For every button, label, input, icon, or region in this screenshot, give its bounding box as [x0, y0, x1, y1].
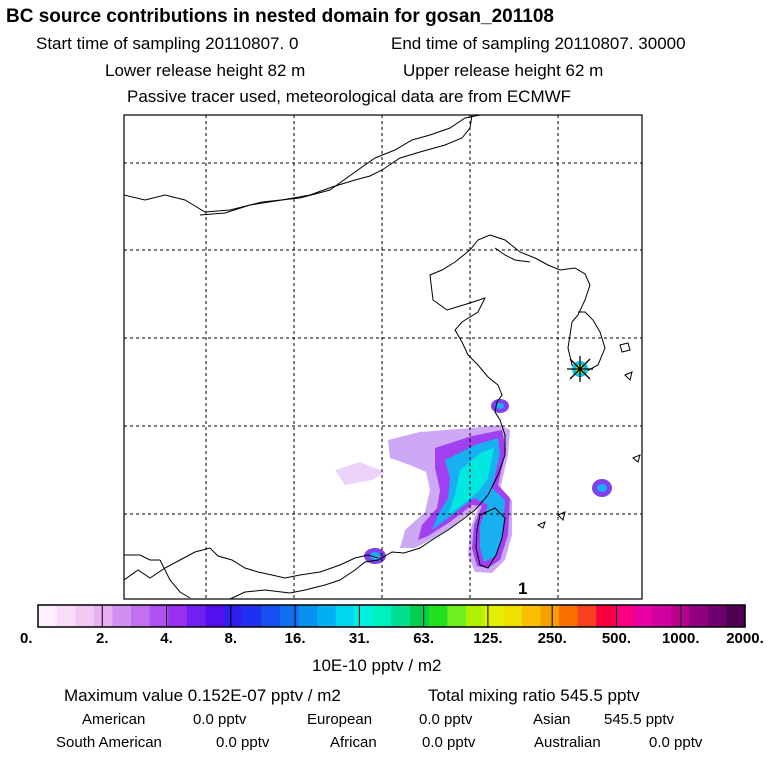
european-label: European [307, 711, 373, 728]
maximum-value-label: Maximum value 0.152E-07 pptv / m2 [64, 686, 341, 705]
colorbar-swatch [335, 605, 355, 627]
colorbar-unit-label: 10E-10 pptv / m2 [312, 656, 442, 675]
plume-spot-east-core [597, 484, 607, 492]
asian-label: Asian [533, 711, 571, 728]
colorbar-tick-label: 63. [413, 630, 435, 647]
american-value: 0.0 pptv [193, 711, 247, 728]
colorbar-swatch [205, 605, 225, 627]
colorbar-tick-label: 4. [160, 630, 173, 647]
south-american-value: 0.0 pptv [216, 734, 270, 751]
colorbar-swatch [428, 605, 448, 627]
colorbar-swatch [56, 605, 76, 627]
colorbar-swatch [372, 605, 393, 627]
colorbar-swatch [633, 605, 653, 627]
colorbar-tick-label: 2000. [726, 630, 764, 647]
colorbar-swatch [186, 605, 207, 627]
colorbar-swatch [149, 605, 169, 627]
colorbar-tick-label: 16. [284, 630, 306, 647]
map-panel [124, 115, 642, 599]
colorbar-frame [37, 604, 746, 628]
upper-release-label: Upper release height 62 m [403, 61, 604, 80]
colorbar-tick-label: 250. [537, 630, 567, 647]
colorbar-swatch [521, 605, 541, 627]
colorbar-tick-label: 0. [20, 630, 33, 647]
colorbar-swatch [168, 605, 188, 627]
start-time-label: Start time of sampling 20110807. 0 [36, 34, 299, 53]
australian-label: Australian [534, 734, 601, 751]
tracer-note: Passive tracer used, meteorological data… [127, 87, 572, 106]
plume-wisp [335, 462, 385, 485]
colorbar-swatch [242, 605, 262, 627]
colorbar-tick-label: 31. [348, 630, 370, 647]
colorbar-swatch [670, 605, 690, 627]
colorbar-swatch [75, 605, 95, 627]
colorbar-swatch [558, 605, 579, 627]
colorbar-tick-label: 125. [473, 630, 503, 647]
plume-spot-north-core [496, 403, 504, 409]
australian-value: 0.0 pptv [649, 734, 703, 751]
african-label: African [330, 734, 377, 751]
page-number: 1 [518, 579, 527, 598]
colorbar-swatch [93, 605, 114, 627]
colorbar-swatch [131, 605, 151, 627]
colorbar-swatch [651, 605, 672, 627]
colorbar-tick-label: 500. [601, 630, 632, 647]
colorbar-swatch [354, 605, 374, 627]
colorbar-tick-label: 8. [224, 630, 238, 647]
star-receptor-icon [567, 356, 593, 382]
asian-value: 545.5 pptv [604, 711, 675, 728]
colorbar-swatch [224, 605, 244, 627]
colorbar-swatch [391, 605, 411, 627]
colorbar [38, 605, 746, 627]
colorbar-swatch [540, 605, 560, 627]
colorbar-swatch [726, 605, 746, 627]
colorbar-swatch [614, 605, 634, 627]
colorbar-swatch [707, 605, 727, 627]
map-frame [123, 114, 643, 600]
footprint-plume [335, 399, 612, 573]
colorbar-swatch [689, 605, 709, 627]
american-label: American [82, 711, 146, 728]
colorbar-swatch [484, 605, 504, 627]
colorbar-swatch [261, 605, 281, 627]
chart-title: BC source contributions in nested domain… [6, 6, 554, 27]
lat-lon-grid [124, 115, 642, 599]
colorbar-swatch [465, 605, 486, 627]
colorbar-swatch [447, 605, 467, 627]
colorbar-swatch [503, 605, 523, 627]
colorbar-swatch [279, 605, 300, 627]
total-mixing-ratio-label: Total mixing ratio 545.5 pptv [428, 686, 640, 705]
south-american-label: South American [56, 734, 162, 751]
coastlines [124, 115, 641, 599]
colorbar-swatch [577, 605, 597, 627]
colorbar-swatch [38, 605, 58, 627]
colorbar-swatch [410, 605, 430, 627]
end-time-label: End time of sampling 20110807. 30000 [391, 34, 686, 53]
plume-core [448, 448, 494, 515]
lower-release-label: Lower release height 82 m [105, 61, 306, 80]
colorbar-swatch [298, 605, 318, 627]
colorbar-tick-label: 2. [96, 630, 109, 647]
colorbar-swatch [112, 605, 132, 627]
colorbar-swatch [596, 605, 616, 627]
european-value: 0.0 pptv [419, 711, 473, 728]
colorbar-tick-label: 1000. [661, 630, 700, 647]
african-value: 0.0 pptv [422, 734, 476, 751]
colorbar-swatch [317, 605, 337, 627]
